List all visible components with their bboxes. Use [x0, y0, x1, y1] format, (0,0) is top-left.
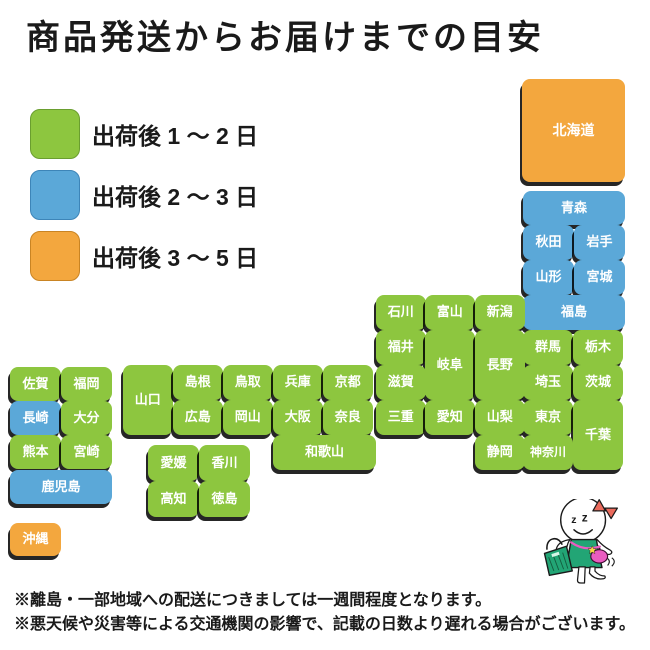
- svg-text:z: z: [582, 510, 588, 524]
- svg-text:z: z: [571, 514, 576, 526]
